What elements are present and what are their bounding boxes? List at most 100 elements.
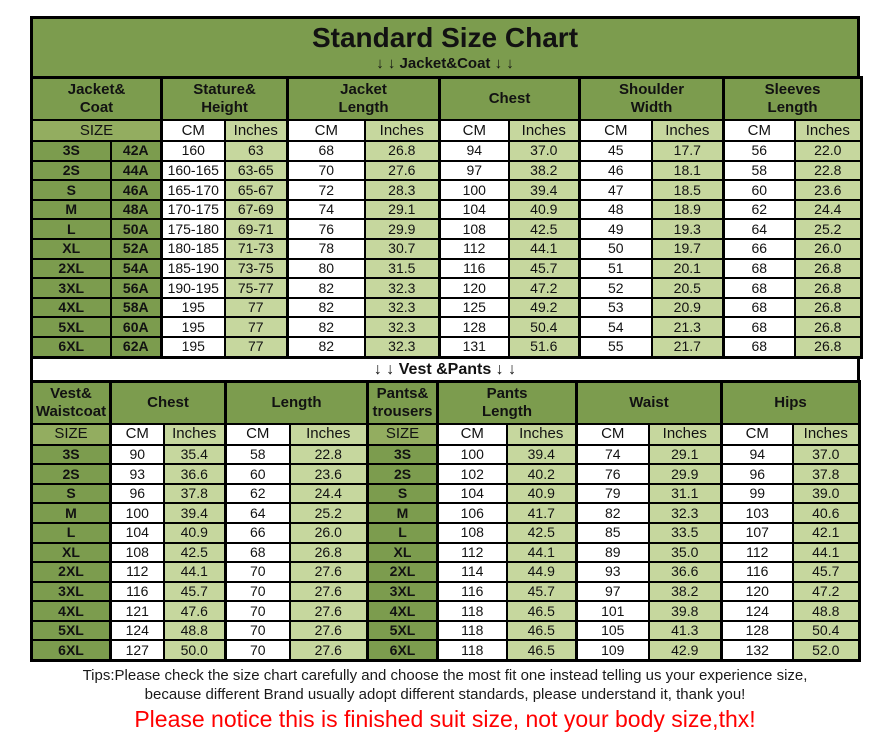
value-cell: 195 (160, 296, 226, 319)
size-code-cell: 44A (109, 159, 163, 182)
value-cell: 74 (575, 443, 650, 466)
value-cell: 17.7 (650, 140, 725, 162)
value-cell: 103 (720, 502, 794, 524)
value-cell: 46.5 (505, 639, 578, 662)
size-code-cell: 46A (109, 179, 163, 201)
table-row: S 46A 165-170 65-67 72 28.3 100 39.4 47 18.5 60 23.… (30, 179, 863, 201)
value-cell: 58 (722, 159, 796, 182)
size-code-cell: 62A (109, 335, 163, 359)
value-cell: 40.2 (505, 463, 578, 485)
value-cell: 64 (224, 502, 291, 524)
value-cell: 29.9 (363, 218, 441, 240)
value-cell: 131 (438, 335, 510, 359)
value-cell: 45.7 (505, 580, 578, 603)
unit-header: Inches (507, 119, 581, 142)
size-cell: 2S (30, 463, 112, 485)
column-group-header: Waist (574, 380, 723, 425)
value-cell: 99 (720, 482, 794, 505)
value-cell: 26.8 (793, 335, 863, 359)
value-cell: 118 (436, 639, 508, 662)
value-cell: 82 (286, 316, 366, 338)
value-cell: 42.5 (505, 521, 578, 544)
value-cell: 68 (722, 316, 796, 338)
value-cell: 60 (224, 463, 291, 485)
value-cell: 55 (578, 335, 653, 359)
value-cell: 46 (578, 159, 653, 182)
unit-header: Inches (363, 119, 441, 142)
value-cell: 93 (575, 561, 650, 583)
value-cell: 71-73 (223, 237, 289, 260)
column-group-header-row: Jacket& Coat Stature& Height Jacket Length Che… (29, 76, 863, 121)
value-cell: 24.4 (793, 198, 863, 221)
value-cell: 128 (720, 619, 794, 642)
value-cell: 44.9 (505, 561, 578, 583)
value-cell: 48.8 (791, 600, 861, 622)
value-cell: 89 (575, 541, 650, 564)
column-group-header-row: Vest& Waistcoat Chest Length Pants& trousers P… (30, 380, 861, 425)
value-cell: 68 (286, 140, 366, 162)
value-cell: 107 (720, 521, 794, 544)
value-cell: 27.6 (288, 561, 369, 583)
value-cell: 19.3 (650, 218, 725, 240)
size-cell: M (30, 502, 112, 524)
value-cell: 49 (578, 218, 653, 240)
column-group-header: Jacket Length (286, 76, 441, 121)
value-cell: 160-165 (160, 159, 226, 182)
value-cell: 32.3 (363, 296, 441, 319)
size-cell: S (30, 482, 112, 505)
table-row: 5XL 60A 195 77 82 32.3 128 50.4 54 21.3 68 26.8 (30, 316, 863, 338)
value-cell: 68 (722, 335, 796, 359)
value-cell: 40.6 (791, 502, 861, 524)
value-cell: 108 (438, 218, 510, 240)
value-cell: 165-170 (160, 179, 226, 201)
value-cell: 85 (575, 521, 650, 544)
value-cell: 37.0 (791, 443, 861, 466)
value-cell: 28.3 (363, 179, 441, 201)
value-cell: 18.1 (650, 159, 725, 182)
value-cell: 124 (109, 619, 165, 642)
value-cell: 65-67 (223, 179, 289, 201)
column-group-header: Sleeves Length (722, 76, 863, 121)
value-cell: 120 (720, 580, 794, 603)
value-cell: 32.3 (363, 277, 441, 299)
value-cell: 38.2 (647, 580, 723, 603)
value-cell: 31.1 (647, 482, 723, 505)
value-cell: 19.7 (650, 237, 725, 260)
unit-header: CM (436, 422, 508, 446)
value-cell: 42.9 (647, 639, 723, 662)
value-cell: 79 (575, 482, 650, 505)
vest-pants-table: Vest& Waistcoat Chest Length Pants& trousers P… (30, 379, 862, 663)
column-group-header: Hips (720, 380, 861, 425)
value-cell: 26.0 (793, 237, 863, 260)
size-cell: 5XL (30, 316, 112, 338)
value-cell: 45.7 (162, 580, 227, 603)
value-cell: 100 (109, 502, 165, 524)
value-cell: 121 (109, 600, 165, 622)
value-cell: 66 (224, 521, 291, 544)
size-cell: M (366, 502, 439, 524)
value-cell: 41.7 (505, 502, 578, 524)
value-cell: 170-175 (160, 198, 226, 221)
value-cell: 109 (575, 639, 650, 662)
size-code-cell: 50A (109, 218, 163, 240)
value-cell: 116 (438, 257, 510, 280)
value-cell: 48.8 (162, 619, 227, 642)
size-cell: 2S (30, 159, 112, 182)
value-cell: 44.1 (505, 541, 578, 564)
unit-header-row: SIZE CM Inches CM Inches SIZE CM Inches CM Inches… (30, 422, 861, 446)
value-cell: 185-190 (160, 257, 226, 280)
value-cell: 21.7 (650, 335, 725, 359)
table-row: 2XL 54A 185-190 73-75 80 31.5 116 45.7 51 20.1 68 2… (30, 257, 863, 280)
table-row: 3XL 56A 190-195 75-77 82 32.3 120 47.2 52 20.5 68 2… (30, 277, 863, 299)
value-cell: 40.9 (507, 198, 581, 221)
size-cell: 4XL (30, 600, 112, 622)
size-header: SIZE (30, 422, 112, 446)
size-code-cell: 52A (109, 237, 163, 260)
value-cell: 112 (109, 561, 165, 583)
value-cell: 80 (286, 257, 366, 280)
size-cell: L (366, 521, 439, 544)
value-cell: 52 (578, 277, 653, 299)
value-cell: 62 (224, 482, 291, 505)
value-cell: 195 (160, 335, 226, 359)
size-cell: 2XL (30, 257, 112, 280)
